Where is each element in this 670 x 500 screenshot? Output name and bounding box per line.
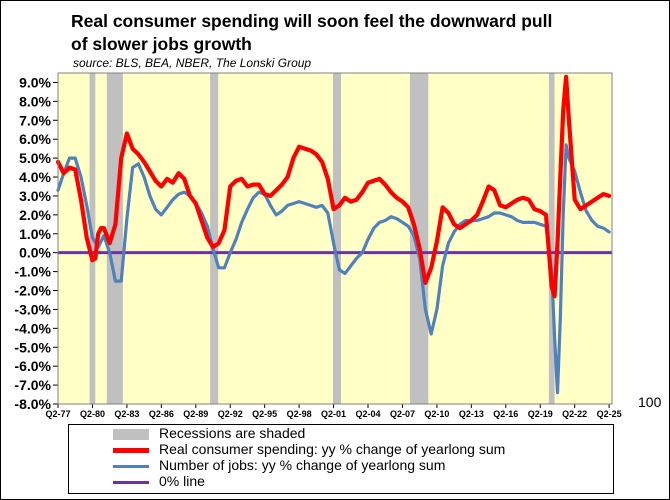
x-tick-label: Q2-77 <box>45 409 70 419</box>
y-tick-label: -2.0% <box>14 283 51 299</box>
chart-title-line-2: of slower jobs growth <box>71 34 252 54</box>
y-tick-label: -4.0% <box>14 320 51 336</box>
recession-bands <box>89 73 555 404</box>
x-tick-label: Q2-04 <box>356 409 381 419</box>
legend-label-jobs: Number of jobs: yy % change of yearlong … <box>159 457 446 473</box>
y-tick-label: 7.0% <box>19 112 51 128</box>
legend-swatch-jobs <box>113 465 149 468</box>
legend-label-spending: Real consumer spending: yy % change of y… <box>159 441 506 457</box>
x-tick-label: Q2-89 <box>183 409 208 419</box>
recession-band-2 <box>106 73 123 404</box>
y-tick-label: 6.0% <box>19 131 51 147</box>
x-tick-label: Q2-22 <box>562 409 587 419</box>
legend-swatch-zero-line <box>113 481 149 484</box>
y-tick-label: -6.0% <box>14 358 51 374</box>
x-tick-label: Q2-07 <box>390 409 415 419</box>
y-tick-label: 9.0% <box>19 74 51 90</box>
legend-swatch-recession <box>113 429 149 440</box>
y-tick-label: 0.0% <box>19 245 51 261</box>
y-tick-label: -7.0% <box>14 377 51 393</box>
recession-band-4 <box>332 73 342 404</box>
x-tick-label: Q2-83 <box>114 409 139 419</box>
series-line-jobs <box>56 143 611 395</box>
recession-band-3 <box>210 73 219 404</box>
recession-band-6 <box>548 73 555 404</box>
y-tick-label: 1.0% <box>19 226 51 242</box>
x-tick-label: Q2-95 <box>252 409 277 419</box>
chart-legend: Recessions are shaded Real consumer spen… <box>68 424 614 494</box>
plot-border <box>57 72 613 405</box>
x-tick-label: Q2-80 <box>80 409 105 419</box>
x-tick-label: Q2-16 <box>493 409 518 419</box>
chart-source-note: source: BLS, BEA, NBER, The Lonski Group <box>73 56 312 70</box>
y-tick-label: 4.0% <box>19 169 51 185</box>
x-tick-label: Q2-86 <box>149 409 174 419</box>
x-tick-label: Q2-01 <box>321 409 346 419</box>
y-tick-label: 3.0% <box>19 188 51 204</box>
series-line-spending <box>55 74 612 299</box>
axis-layer: 9.0% 8.0% 7.0% 6.0% 5.0% 4.0% 3.0% 2.0% 1.0% 0.0%… <box>14 72 622 419</box>
y-tick-label: -3.0% <box>14 301 51 317</box>
side-number-label: 100 <box>638 394 662 410</box>
y-tick-label: -5.0% <box>14 339 51 355</box>
chart-title-line-1: Real consumer spending will soon feel th… <box>71 11 553 31</box>
y-tick-label: 2.0% <box>19 207 51 223</box>
x-tick-label: Q2-25 <box>597 409 622 419</box>
x-tick-label: Q2-98 <box>287 409 312 419</box>
line-chart: 9.0% 8.0% 7.0% 6.0% 5.0% 4.0% 3.0% 2.0% 1.0% 0.0%… <box>14 72 662 419</box>
x-tick-label: Q2-92 <box>218 409 243 419</box>
y-tick-label: -1.0% <box>14 264 51 280</box>
legend-label-zero-line: 0% line <box>159 473 205 489</box>
y-tick-label: 5.0% <box>19 150 51 166</box>
y-tick-label: -8.0% <box>14 396 51 412</box>
y-tick-label: 8.0% <box>19 93 51 109</box>
legend-label-recession: Recessions are shaded <box>159 425 306 441</box>
legend-swatch-spending <box>113 448 149 453</box>
x-tick-label: Q2-10 <box>424 409 449 419</box>
x-tick-label: Q2-13 <box>459 409 484 419</box>
series-layer <box>55 74 612 395</box>
x-tick-label: Q2-19 <box>528 409 553 419</box>
